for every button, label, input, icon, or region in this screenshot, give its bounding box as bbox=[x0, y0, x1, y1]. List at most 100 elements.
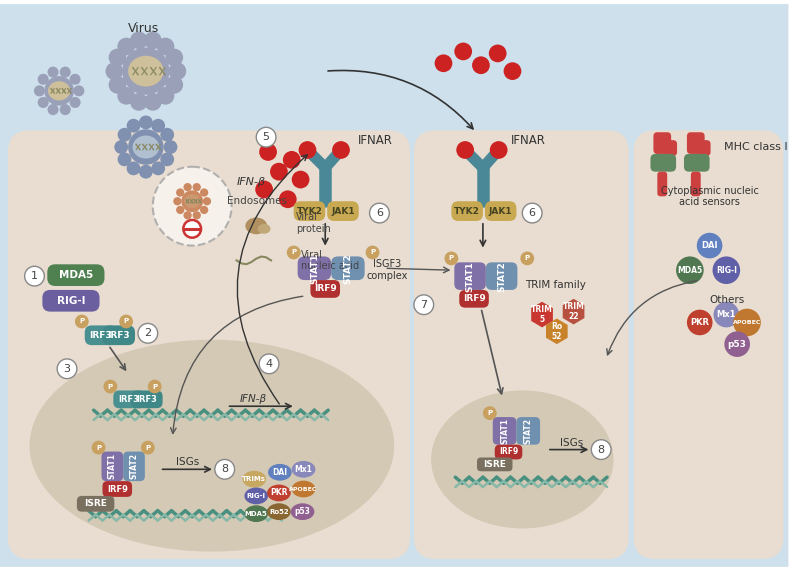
FancyBboxPatch shape bbox=[698, 140, 710, 156]
Ellipse shape bbox=[290, 503, 314, 520]
Circle shape bbox=[151, 162, 165, 175]
Circle shape bbox=[126, 162, 141, 175]
Text: MHC class I: MHC class I bbox=[724, 142, 788, 152]
Text: Others: Others bbox=[710, 295, 745, 305]
FancyBboxPatch shape bbox=[485, 201, 517, 221]
Text: IRF3: IRF3 bbox=[90, 331, 112, 340]
Circle shape bbox=[713, 256, 740, 284]
Circle shape bbox=[174, 197, 182, 206]
Text: Ro52: Ro52 bbox=[269, 509, 289, 514]
Text: IRF9: IRF9 bbox=[314, 284, 337, 293]
Text: Mx1: Mx1 bbox=[717, 310, 736, 319]
Circle shape bbox=[734, 309, 761, 336]
Text: PKR: PKR bbox=[270, 488, 288, 497]
Circle shape bbox=[70, 97, 81, 108]
Ellipse shape bbox=[431, 391, 614, 528]
Circle shape bbox=[118, 87, 135, 104]
FancyBboxPatch shape bbox=[102, 481, 132, 497]
FancyBboxPatch shape bbox=[102, 452, 123, 481]
Text: TRIM family: TRIM family bbox=[526, 280, 586, 290]
Ellipse shape bbox=[30, 340, 394, 552]
FancyBboxPatch shape bbox=[493, 417, 517, 445]
Ellipse shape bbox=[292, 461, 315, 478]
Circle shape bbox=[118, 152, 131, 166]
Circle shape bbox=[200, 188, 208, 196]
FancyBboxPatch shape bbox=[666, 140, 677, 156]
Circle shape bbox=[47, 104, 58, 115]
Circle shape bbox=[520, 251, 534, 266]
Circle shape bbox=[109, 76, 126, 94]
Text: 7: 7 bbox=[420, 300, 427, 309]
Ellipse shape bbox=[267, 503, 290, 520]
FancyBboxPatch shape bbox=[486, 262, 518, 290]
FancyBboxPatch shape bbox=[331, 256, 365, 280]
Circle shape bbox=[298, 141, 316, 159]
FancyBboxPatch shape bbox=[687, 132, 705, 154]
Text: IRF3: IRF3 bbox=[137, 395, 158, 404]
FancyBboxPatch shape bbox=[114, 391, 145, 408]
FancyBboxPatch shape bbox=[42, 290, 99, 312]
Circle shape bbox=[591, 440, 611, 460]
Text: 1: 1 bbox=[31, 271, 38, 281]
Ellipse shape bbox=[133, 135, 159, 159]
Text: Cytoplasmic nucleic
acid sensors: Cytoplasmic nucleic acid sensors bbox=[661, 186, 758, 207]
Circle shape bbox=[193, 183, 201, 191]
Circle shape bbox=[200, 206, 208, 214]
Circle shape bbox=[366, 246, 379, 259]
Circle shape bbox=[454, 43, 472, 61]
Text: STAT1: STAT1 bbox=[500, 418, 509, 444]
Text: IFNAR: IFNAR bbox=[510, 134, 546, 147]
Text: 3: 3 bbox=[63, 364, 70, 374]
FancyBboxPatch shape bbox=[294, 201, 326, 221]
Text: MDA5: MDA5 bbox=[678, 266, 702, 275]
Circle shape bbox=[676, 256, 704, 284]
Circle shape bbox=[148, 380, 162, 393]
FancyBboxPatch shape bbox=[654, 132, 671, 154]
FancyBboxPatch shape bbox=[414, 130, 629, 559]
Circle shape bbox=[183, 183, 192, 191]
Circle shape bbox=[166, 49, 183, 66]
Text: P: P bbox=[108, 384, 113, 389]
Text: RIG-I: RIG-I bbox=[246, 493, 266, 499]
FancyBboxPatch shape bbox=[102, 325, 135, 345]
Circle shape bbox=[332, 141, 350, 159]
Ellipse shape bbox=[268, 464, 292, 481]
Circle shape bbox=[138, 323, 158, 343]
FancyBboxPatch shape bbox=[310, 280, 340, 298]
Text: 5: 5 bbox=[262, 132, 270, 142]
Circle shape bbox=[144, 93, 162, 111]
Circle shape bbox=[256, 127, 276, 147]
Text: JAK1: JAK1 bbox=[331, 207, 354, 216]
Circle shape bbox=[193, 211, 201, 219]
Text: STAT1: STAT1 bbox=[310, 253, 319, 284]
FancyBboxPatch shape bbox=[47, 264, 105, 286]
Text: 8: 8 bbox=[598, 445, 605, 455]
Circle shape bbox=[34, 85, 45, 96]
Circle shape bbox=[370, 203, 390, 223]
Text: STAT2: STAT2 bbox=[524, 418, 533, 444]
Text: IRF9: IRF9 bbox=[499, 447, 518, 456]
Ellipse shape bbox=[245, 505, 268, 522]
Circle shape bbox=[106, 62, 123, 80]
Circle shape bbox=[434, 54, 452, 72]
FancyBboxPatch shape bbox=[517, 417, 540, 445]
Ellipse shape bbox=[246, 218, 267, 234]
Circle shape bbox=[687, 309, 713, 335]
Text: TRIMs: TRIMs bbox=[242, 476, 266, 482]
Circle shape bbox=[70, 74, 81, 85]
Circle shape bbox=[255, 180, 273, 198]
Text: P: P bbox=[152, 384, 158, 389]
Circle shape bbox=[490, 141, 507, 159]
Text: Mx1: Mx1 bbox=[294, 465, 313, 474]
Text: Ro
52: Ro 52 bbox=[551, 321, 562, 341]
Text: P: P bbox=[291, 250, 296, 255]
Text: Viral
nucleic acid: Viral nucleic acid bbox=[301, 250, 358, 271]
FancyBboxPatch shape bbox=[454, 262, 486, 290]
Circle shape bbox=[44, 76, 74, 106]
Circle shape bbox=[456, 141, 474, 159]
Circle shape bbox=[60, 104, 70, 115]
Text: Endosomes: Endosomes bbox=[226, 196, 286, 206]
Text: STAT1: STAT1 bbox=[466, 261, 474, 292]
Ellipse shape bbox=[242, 471, 266, 488]
Text: IRF9: IRF9 bbox=[462, 294, 486, 303]
